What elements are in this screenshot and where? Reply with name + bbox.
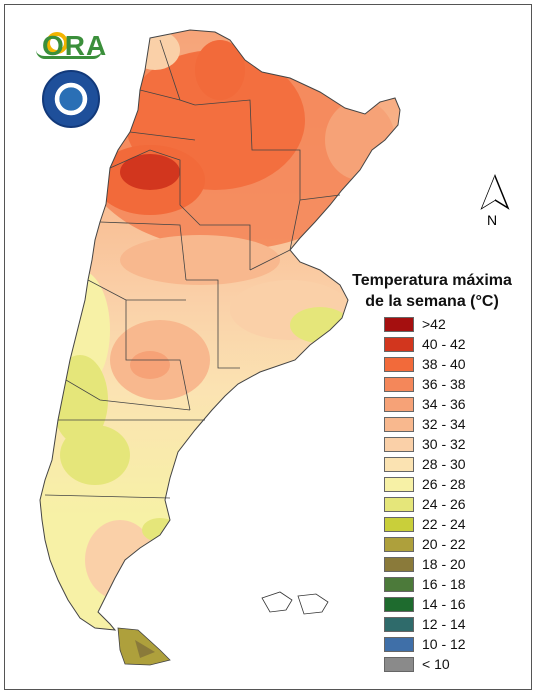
legend-label: 14 - 16 bbox=[422, 596, 466, 612]
legend-item: 40 - 42 bbox=[384, 336, 534, 353]
legend-item: 10 - 12 bbox=[384, 636, 534, 653]
legend-swatch bbox=[384, 437, 414, 452]
legend-label: 40 - 42 bbox=[422, 336, 466, 352]
malvinas-islands bbox=[261, 591, 329, 615]
country-outline bbox=[39, 29, 401, 631]
legend-item: < 10 bbox=[384, 656, 534, 673]
legend-label: 28 - 30 bbox=[422, 456, 466, 472]
legend-swatch bbox=[384, 337, 414, 352]
legend-label: 34 - 36 bbox=[422, 396, 466, 412]
smn-logo bbox=[42, 70, 100, 128]
legend-item: 12 - 14 bbox=[384, 616, 534, 633]
legend-label: 10 - 12 bbox=[422, 636, 466, 652]
ora-logo: ORA bbox=[34, 30, 106, 62]
legend-label: 26 - 28 bbox=[422, 476, 466, 492]
legend-swatch bbox=[384, 457, 414, 472]
legend-label: 24 - 26 bbox=[422, 496, 466, 512]
legend-label: 16 - 18 bbox=[422, 576, 466, 592]
legend-item: 20 - 22 bbox=[384, 536, 534, 553]
legend-swatch bbox=[384, 597, 414, 612]
legend-item: >42 bbox=[384, 316, 534, 333]
legend-label: 38 - 40 bbox=[422, 356, 466, 372]
legend-item: 14 - 16 bbox=[384, 596, 534, 613]
legend-swatch bbox=[384, 377, 414, 392]
legend-item: 26 - 28 bbox=[384, 476, 534, 493]
legend-label: >42 bbox=[422, 316, 446, 332]
legend-title: Temperatura máxima de la semana (°C) bbox=[352, 272, 512, 310]
north-arrow-icon bbox=[480, 174, 510, 210]
legend-swatch bbox=[384, 537, 414, 552]
legend-label: 32 - 34 bbox=[422, 416, 466, 432]
legend-swatch bbox=[384, 477, 414, 492]
legend-swatch bbox=[384, 557, 414, 572]
legend-swatch bbox=[384, 517, 414, 532]
legend-swatch bbox=[384, 317, 414, 332]
legend-swatch bbox=[384, 417, 414, 432]
legend-item: 18 - 20 bbox=[384, 556, 534, 573]
legend-label: < 10 bbox=[422, 656, 450, 672]
legend-swatch bbox=[384, 657, 414, 672]
legend-label: 18 - 20 bbox=[422, 556, 466, 572]
legend-label: 12 - 14 bbox=[422, 616, 466, 632]
legend-label: 30 - 32 bbox=[422, 436, 466, 452]
legend-swatch bbox=[384, 637, 414, 652]
legend-item: 36 - 38 bbox=[384, 376, 534, 393]
legend-item: 34 - 36 bbox=[384, 396, 534, 413]
legend-item: 30 - 32 bbox=[384, 436, 534, 453]
province-borders bbox=[44, 39, 341, 499]
legend-label: 20 - 22 bbox=[422, 536, 466, 552]
legend-swatch bbox=[384, 497, 414, 512]
legend-label: 22 - 24 bbox=[422, 516, 466, 532]
tierra-del-fuego-cool bbox=[135, 640, 155, 658]
legend-swatch bbox=[384, 397, 414, 412]
legend-item: 24 - 26 bbox=[384, 496, 534, 513]
legend-item: 16 - 18 bbox=[384, 576, 534, 593]
legend-item: 32 - 34 bbox=[384, 416, 534, 433]
north-label: N bbox=[487, 212, 498, 228]
legend-swatch bbox=[384, 617, 414, 632]
legend-item: 28 - 30 bbox=[384, 456, 534, 473]
legend-item: 22 - 24 bbox=[384, 516, 534, 533]
legend-label: 36 - 38 bbox=[422, 376, 466, 392]
legend-item: 38 - 40 bbox=[384, 356, 534, 373]
legend-swatch bbox=[384, 577, 414, 592]
legend-swatch bbox=[384, 357, 414, 372]
